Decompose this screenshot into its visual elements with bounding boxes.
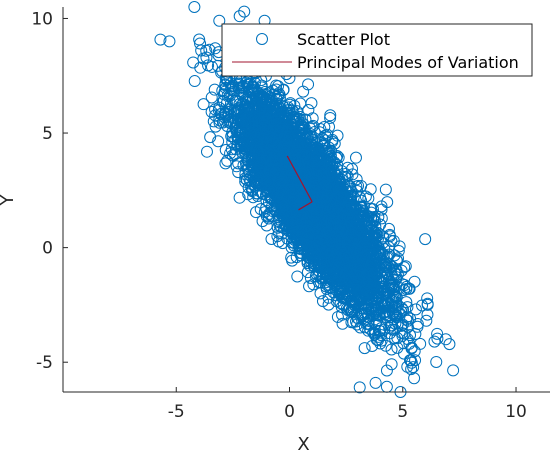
scatter-point (374, 337, 387, 350)
scatter-point (366, 339, 379, 352)
scatter-point (380, 380, 393, 393)
scatter-point (205, 105, 218, 118)
scatter-point (430, 355, 443, 368)
scatter-point (385, 358, 398, 371)
scatter-point (380, 364, 393, 377)
scatter-point (221, 154, 234, 167)
scatter-point (297, 85, 310, 98)
scatter-point (219, 78, 232, 91)
scatter-point (285, 251, 298, 264)
scatter-point (398, 261, 411, 274)
scatter-point (260, 219, 273, 232)
scatter-point (233, 191, 246, 204)
scatter-point (447, 364, 460, 377)
scatter-point (336, 317, 349, 330)
scatter-point (294, 97, 307, 110)
scatter-point (389, 291, 402, 304)
scatter-point (290, 251, 303, 264)
scatter-point (409, 303, 422, 316)
scatter-point (194, 61, 207, 74)
scatter-point (401, 301, 414, 314)
scatter-point (344, 295, 357, 308)
scatter-point (431, 327, 444, 340)
scatter-point (349, 151, 362, 164)
scatter-point (358, 342, 371, 355)
scatter-point (305, 97, 318, 110)
scatter-point (404, 329, 417, 342)
scatter-point (193, 33, 206, 46)
scatter-point (304, 271, 317, 284)
scatter-point (431, 332, 444, 345)
scatter-point (416, 299, 429, 312)
scatter-point (212, 135, 225, 148)
scatter-point (359, 190, 372, 203)
scatter-point (379, 183, 392, 196)
scatter-point (409, 354, 422, 367)
scatter-point (350, 173, 363, 186)
scatter-point (324, 109, 337, 122)
scatter-point (420, 314, 433, 327)
scatter-points (154, 1, 460, 398)
scatter-point (194, 37, 207, 50)
scatter-point (362, 324, 375, 337)
scatter-point (341, 161, 354, 174)
scatter-point (386, 299, 399, 312)
scatter-point (187, 56, 200, 69)
scatter-point (400, 296, 413, 309)
scatter-point (376, 247, 389, 260)
scatter-point (400, 283, 413, 296)
scatter-point (385, 234, 398, 247)
scatter-point (219, 157, 232, 170)
scatter-point (250, 206, 263, 219)
scatter-point (401, 320, 414, 333)
scatter-point (443, 338, 456, 351)
scatter-point (388, 249, 401, 262)
scatter-point (242, 188, 255, 201)
scatter-point (230, 160, 243, 173)
scatter-point (291, 270, 304, 283)
scatter-point (398, 327, 411, 340)
scatter-point (265, 233, 278, 245)
scatter-point (260, 210, 273, 223)
scatter-point (207, 115, 220, 128)
scatter-point (200, 145, 213, 158)
scatter-point (385, 343, 398, 356)
scatter-point (204, 131, 217, 144)
scatter-point (419, 233, 432, 246)
scatter-point (306, 112, 319, 125)
scatter-point (389, 301, 402, 314)
scatter-point (382, 240, 395, 253)
scatter-point (331, 310, 344, 323)
scatter-point (209, 42, 222, 55)
scatter-point (316, 132, 329, 145)
scatter-point (375, 212, 388, 225)
scatter-point (154, 33, 167, 46)
scatter-point (404, 354, 416, 367)
scatter-point (323, 120, 336, 133)
scatter-point (200, 44, 213, 57)
scatter-point (397, 347, 410, 360)
scatter-point (421, 308, 434, 321)
